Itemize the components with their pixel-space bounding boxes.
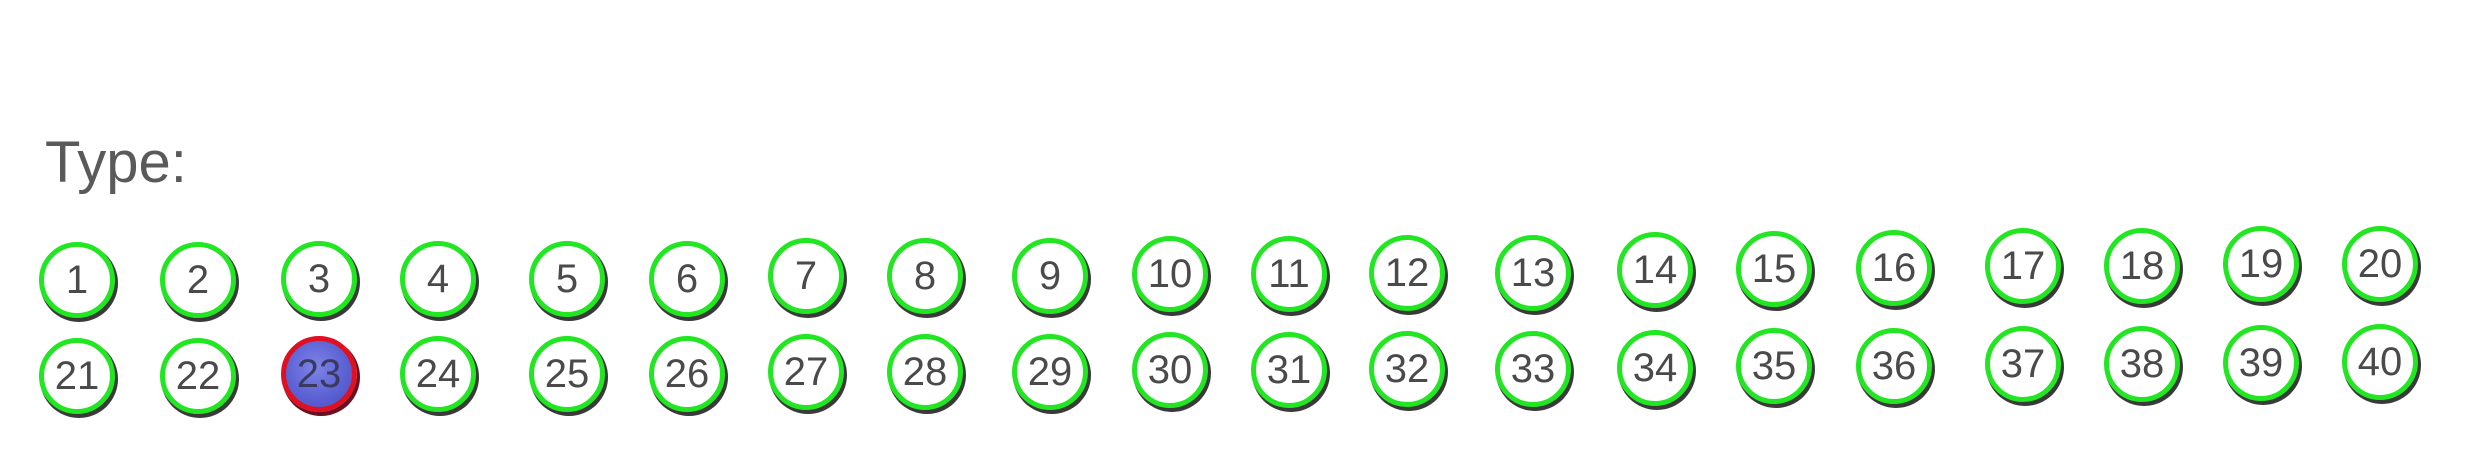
bubble-label: 19 bbox=[2238, 242, 2284, 286]
bubble-label: 30 bbox=[1147, 348, 1193, 392]
bubble-38[interactable]: 38 bbox=[2104, 326, 2180, 402]
bubble-label: 15 bbox=[1751, 247, 1797, 291]
bubble-label: 28 bbox=[902, 350, 948, 394]
bubble-label: 37 bbox=[2000, 342, 2046, 386]
bubble-19[interactable]: 19 bbox=[2223, 226, 2299, 302]
bubble-36[interactable]: 36 bbox=[1856, 328, 1932, 404]
bubble-16[interactable]: 16 bbox=[1856, 230, 1932, 306]
bubble-label: 31 bbox=[1266, 348, 1312, 392]
bubble-7[interactable]: 7 bbox=[768, 238, 844, 314]
bubble-40[interactable]: 40 bbox=[2342, 324, 2418, 400]
bubble-14[interactable]: 14 bbox=[1617, 232, 1693, 308]
bubble-10[interactable]: 10 bbox=[1132, 236, 1208, 312]
bubble-label: 12 bbox=[1384, 251, 1430, 295]
bubble-28[interactable]: 28 bbox=[887, 334, 963, 410]
bubble-22[interactable]: 22 bbox=[160, 338, 236, 414]
bubble-label: 20 bbox=[2357, 242, 2403, 286]
bubble-21[interactable]: 21 bbox=[39, 338, 115, 414]
bubble-label: 25 bbox=[544, 352, 590, 396]
bubble-label: 26 bbox=[664, 352, 710, 396]
bubble-39[interactable]: 39 bbox=[2223, 325, 2299, 401]
bubble-15[interactable]: 15 bbox=[1736, 231, 1812, 307]
bubble-label: 27 bbox=[783, 350, 829, 394]
bubble-label: 4 bbox=[426, 257, 450, 301]
bubble-label: 7 bbox=[794, 254, 818, 298]
bubble-label: 8 bbox=[913, 254, 937, 298]
bubble-35[interactable]: 35 bbox=[1736, 328, 1812, 404]
bubble-32[interactable]: 32 bbox=[1369, 331, 1445, 407]
bubble-33[interactable]: 33 bbox=[1495, 331, 1571, 407]
bubble-label: 39 bbox=[2238, 341, 2284, 385]
bubble-label: 2 bbox=[186, 258, 210, 302]
bubble-4[interactable]: 4 bbox=[400, 241, 476, 317]
bubble-label: 10 bbox=[1147, 252, 1193, 296]
bubble-26[interactable]: 26 bbox=[649, 336, 725, 412]
bubble-24[interactable]: 24 bbox=[400, 336, 476, 412]
bubble-label: 29 bbox=[1027, 350, 1073, 394]
type-label: Type: bbox=[45, 130, 187, 195]
bubble-label: 22 bbox=[175, 354, 221, 398]
bubble-27[interactable]: 27 bbox=[768, 334, 844, 410]
bubble-29[interactable]: 29 bbox=[1012, 334, 1088, 410]
bubble-label: 32 bbox=[1384, 347, 1430, 391]
bubble-18[interactable]: 18 bbox=[2104, 228, 2180, 304]
bubble-label: 36 bbox=[1871, 344, 1917, 388]
bubble-25[interactable]: 25 bbox=[529, 336, 605, 412]
bubble-label: 35 bbox=[1751, 344, 1797, 388]
bubble-label: 14 bbox=[1632, 248, 1678, 292]
bubble-6[interactable]: 6 bbox=[649, 241, 725, 317]
bubble-31[interactable]: 31 bbox=[1251, 332, 1327, 408]
bubble-20[interactable]: 20 bbox=[2342, 226, 2418, 302]
bubble-label: 18 bbox=[2119, 244, 2165, 288]
bubble-label: 5 bbox=[555, 257, 579, 301]
bubble-2[interactable]: 2 bbox=[160, 242, 236, 318]
bubble-label: 13 bbox=[1510, 251, 1556, 295]
bubble-label: 21 bbox=[54, 354, 100, 398]
bubble-1[interactable]: 1 bbox=[39, 242, 115, 318]
bubble-5[interactable]: 5 bbox=[529, 241, 605, 317]
bubble-label: 40 bbox=[2357, 340, 2403, 384]
bubble-3[interactable]: 3 bbox=[281, 241, 357, 317]
bubble-30[interactable]: 30 bbox=[1132, 332, 1208, 408]
bubble-label: 16 bbox=[1871, 246, 1917, 290]
bubble-13[interactable]: 13 bbox=[1495, 235, 1571, 311]
bubble-12[interactable]: 12 bbox=[1369, 235, 1445, 311]
bubble-11[interactable]: 11 bbox=[1251, 236, 1327, 312]
bubble-label: 3 bbox=[307, 257, 331, 301]
bubble-label: 9 bbox=[1038, 254, 1062, 298]
bubble-label: 24 bbox=[415, 352, 461, 396]
bubble-8[interactable]: 8 bbox=[887, 238, 963, 314]
bubble-label: 23 bbox=[296, 352, 342, 396]
bubble-37[interactable]: 37 bbox=[1985, 326, 2061, 402]
bubble-9[interactable]: 9 bbox=[1012, 238, 1088, 314]
bubble-23-selected[interactable]: 23 bbox=[281, 336, 357, 412]
bubble-label: 33 bbox=[1510, 347, 1556, 391]
bubble-label: 6 bbox=[675, 257, 699, 301]
bubble-17[interactable]: 17 bbox=[1985, 228, 2061, 304]
bubble-34[interactable]: 34 bbox=[1617, 330, 1693, 406]
bubble-label: 17 bbox=[2000, 244, 2046, 288]
bubble-label: 34 bbox=[1632, 346, 1678, 390]
bubble-label: 1 bbox=[65, 258, 89, 302]
bubble-label: 11 bbox=[1268, 252, 1310, 296]
bubble-label: 38 bbox=[2119, 342, 2165, 386]
